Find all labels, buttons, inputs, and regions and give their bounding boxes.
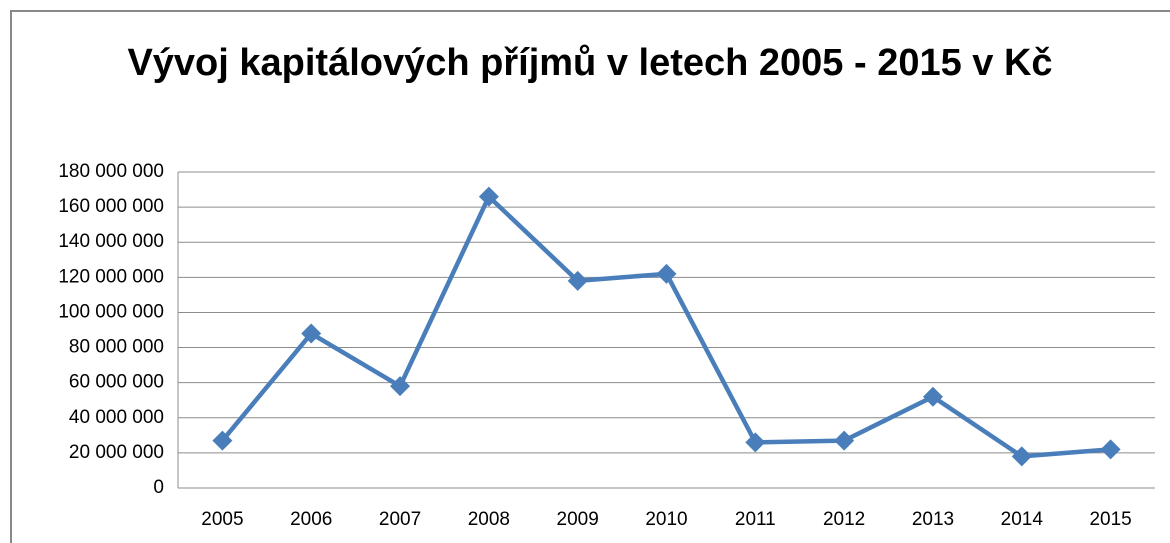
data-marker <box>745 432 766 453</box>
data-marker <box>212 430 233 451</box>
data-marker <box>1011 446 1032 467</box>
data-marker <box>567 270 588 291</box>
y-tick-label: 80 000 000 <box>69 337 164 358</box>
data-marker <box>834 430 855 451</box>
y-tick-label: 160 000 000 <box>58 196 164 217</box>
data-marker <box>390 376 411 397</box>
data-marker <box>656 263 677 284</box>
y-tick-label: 20 000 000 <box>69 442 164 463</box>
chart-frame <box>10 10 1170 543</box>
x-tick-label: 2015 <box>1089 509 1131 530</box>
x-tick-label: 2009 <box>557 509 599 530</box>
x-tick-label: 2005 <box>201 509 243 530</box>
y-tick-label: 40 000 000 <box>69 407 164 428</box>
chart-title: Vývoj kapitálových příjmů v letech 2005 … <box>127 42 1053 84</box>
y-tick-label: 100 000 000 <box>58 301 164 322</box>
y-tick-label: 0 <box>153 477 164 498</box>
x-tick-label: 2010 <box>645 509 687 530</box>
x-tick-label: 2013 <box>912 509 954 530</box>
x-tick-label: 2011 <box>735 509 776 530</box>
x-tick-label: 2007 <box>379 509 421 530</box>
data-marker <box>478 186 499 207</box>
data-marker <box>301 323 322 344</box>
data-marker <box>1100 439 1121 460</box>
y-tick-label: 60 000 000 <box>69 372 164 393</box>
x-tick-label: 2014 <box>1001 509 1044 530</box>
y-tick-label: 180 000 000 <box>58 161 164 182</box>
y-tick-label: 140 000 000 <box>58 231 164 252</box>
y-tick-label: 120 000 000 <box>58 266 164 287</box>
data-marker <box>922 386 943 407</box>
x-tick-label: 2008 <box>468 509 510 530</box>
x-tick-label: 2012 <box>823 509 865 530</box>
x-tick-label: 2006 <box>290 509 332 530</box>
